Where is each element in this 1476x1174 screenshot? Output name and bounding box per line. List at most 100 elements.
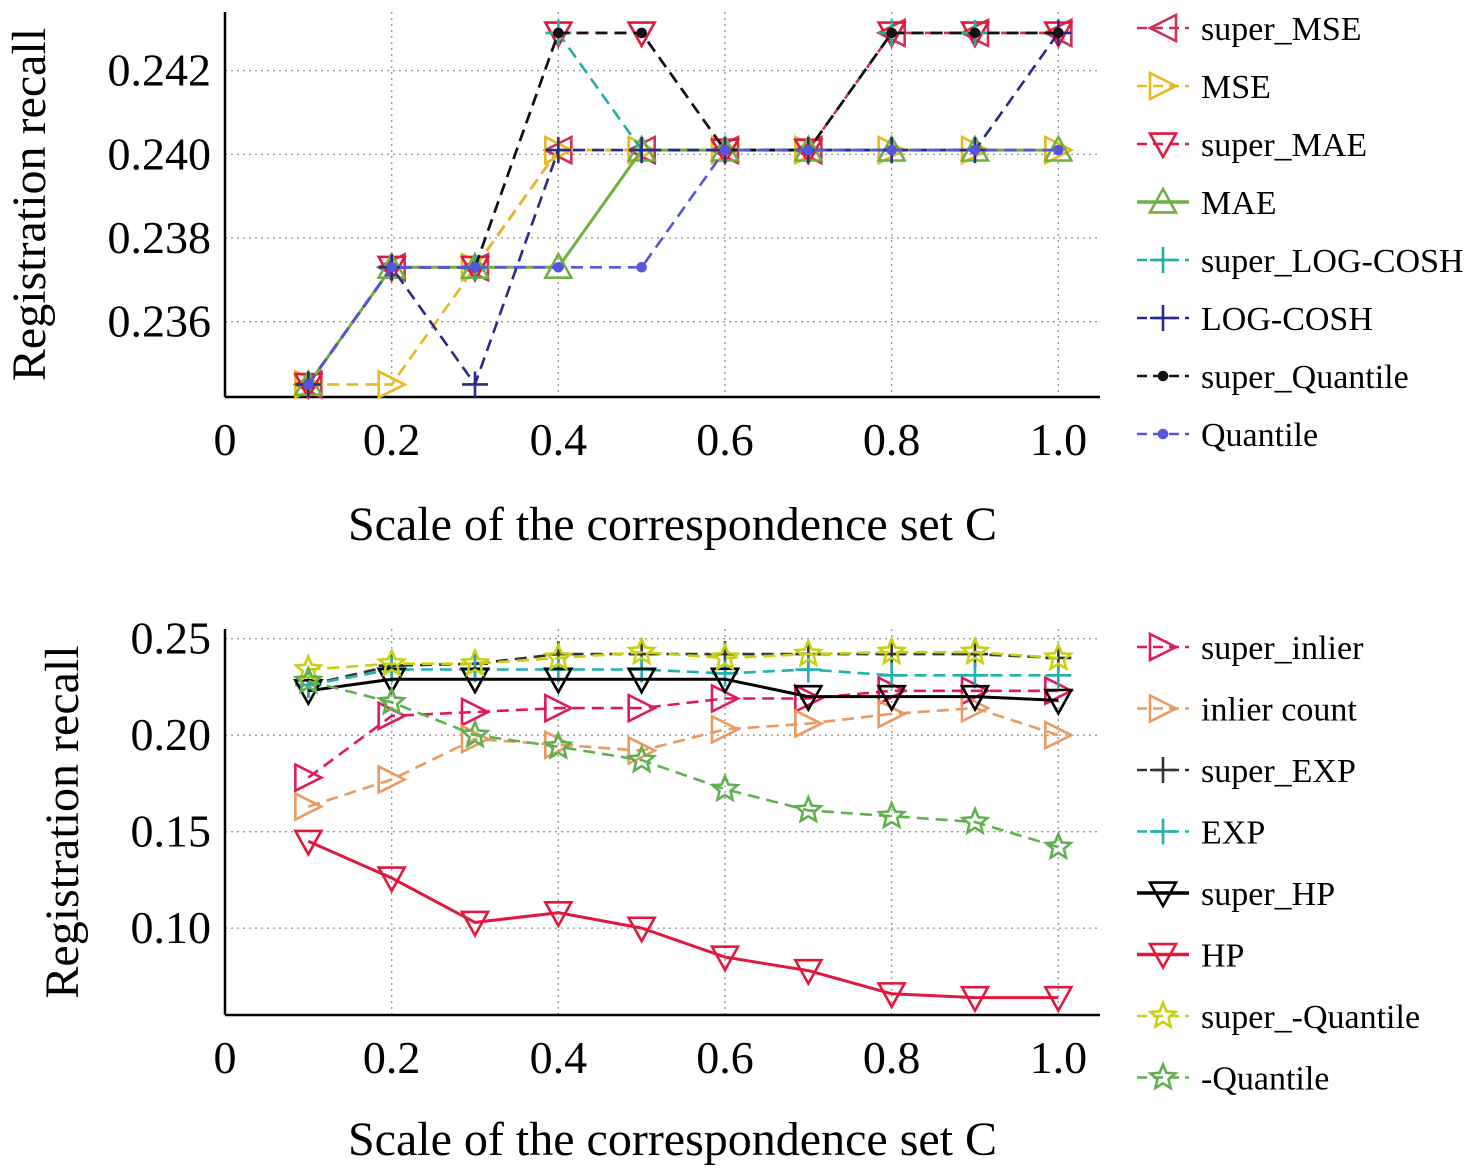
legend-marker xyxy=(1147,1061,1179,1091)
legend-label: super_Quantile xyxy=(1201,359,1409,396)
data-point xyxy=(543,901,574,929)
legend-label: MAE xyxy=(1201,185,1277,222)
legend: super_MSE MSE super_MAE MAE super_LOG-COSH LO… xyxy=(1137,11,1464,454)
legend-label: super_LOG-COSH xyxy=(1201,243,1464,280)
legend-label: super_inlier xyxy=(1201,630,1364,667)
data-point xyxy=(959,985,991,1014)
data-point xyxy=(543,251,574,279)
x-axis-title: Scale of the correspondence set C xyxy=(348,1113,997,1166)
y-tick-label: 0.20 xyxy=(131,709,212,760)
data-point xyxy=(636,261,647,273)
legend-marker xyxy=(1147,881,1179,909)
data-point xyxy=(794,708,825,739)
data-point xyxy=(292,653,324,683)
legend-marker xyxy=(1148,693,1179,724)
chart-top: 0 0.2 0.4 0.6 0.8 1.0 0.236 0.238 0.240 0.242 Scal… xyxy=(3,11,1464,551)
legend-item: inlier count xyxy=(1137,692,1357,729)
data-point xyxy=(292,664,324,695)
series-line xyxy=(307,679,1059,849)
data-point xyxy=(460,723,491,755)
data-point xyxy=(294,762,325,793)
legend-label: super_-Quantile xyxy=(1201,999,1420,1036)
legend-item: Quantile xyxy=(1137,417,1318,454)
y-axis-title: Registration recall xyxy=(36,645,89,998)
x-tick-label: 0.2 xyxy=(363,414,421,465)
data-point xyxy=(876,982,907,1010)
data-point xyxy=(636,27,647,39)
data-point xyxy=(545,137,572,164)
x-tick-label: 0.6 xyxy=(696,1032,754,1083)
data-point xyxy=(793,958,824,987)
x-tick-label: 1.0 xyxy=(1030,1032,1088,1083)
data-point xyxy=(1043,985,1074,1014)
data-point xyxy=(626,635,658,666)
x-tick-label: 0 xyxy=(214,414,237,465)
series-line xyxy=(308,677,1059,702)
legend-marker xyxy=(1148,631,1179,663)
data-point xyxy=(627,693,658,724)
data-point xyxy=(962,662,988,689)
legend-marker xyxy=(1147,12,1178,44)
data-point xyxy=(303,379,314,390)
y-tick-label: 0.10 xyxy=(131,902,212,953)
x-tick-label: 0.8 xyxy=(863,1032,921,1083)
data-point xyxy=(878,662,905,689)
legend-marker xyxy=(1150,818,1176,845)
data-point xyxy=(293,829,324,857)
data-point xyxy=(459,647,491,678)
legend-label: super_MAE xyxy=(1201,127,1367,164)
data-point xyxy=(626,21,657,49)
data-point xyxy=(294,791,325,822)
legend-item: super_HP xyxy=(1137,876,1335,913)
data-point xyxy=(626,667,657,695)
y-tick-label: 0.15 xyxy=(131,806,212,857)
x-tick-label: 0.4 xyxy=(530,1032,588,1083)
x-tick-label: 0.8 xyxy=(863,414,921,465)
legend-item: -Quantile xyxy=(1137,1061,1329,1098)
data-point xyxy=(886,144,897,156)
data-point xyxy=(969,144,981,156)
series-line xyxy=(307,839,1059,1000)
chart-bottom: 0 0.2 0.4 0.6 0.8 1.0 0.10 0.15 0.20 0.25 Scale of… xyxy=(36,613,1420,1166)
series-line xyxy=(307,32,1060,388)
legend-label: super_MSE xyxy=(1201,11,1362,48)
y-axis-title: Registration recall xyxy=(3,28,56,381)
data-point xyxy=(794,683,825,714)
legend-item: super_-Quantile xyxy=(1137,999,1420,1036)
series-line xyxy=(308,652,1059,687)
data-point xyxy=(377,764,408,795)
legend-label: LOG-COSH xyxy=(1201,301,1373,338)
series-line xyxy=(308,668,1059,687)
legend-marker xyxy=(1150,305,1176,331)
data-point xyxy=(1042,830,1074,861)
x-tick-label: 0.2 xyxy=(363,1032,421,1083)
data-point xyxy=(709,641,741,672)
legend-marker xyxy=(1147,132,1179,160)
legend-item: super_EXP xyxy=(1137,753,1356,790)
data-point xyxy=(1053,27,1064,39)
legend-marker xyxy=(1150,247,1176,273)
data-point xyxy=(959,805,991,836)
data-point xyxy=(386,261,397,273)
legend-item: super_MSE xyxy=(1137,11,1362,48)
data-point xyxy=(719,144,731,156)
data-point xyxy=(709,667,741,695)
legend-item: super_LOG-COSH xyxy=(1137,243,1464,280)
legend-marker xyxy=(1157,370,1169,382)
x-tick-label: 0.4 xyxy=(530,414,588,465)
data-point xyxy=(792,637,824,668)
data-point xyxy=(792,794,824,824)
legend-marker xyxy=(1150,757,1176,783)
series-super_-Quantile xyxy=(292,635,1074,683)
y-tick-label: 0.242 xyxy=(108,45,212,96)
y-tick-label: 0.240 xyxy=(108,128,212,179)
series-Quantile xyxy=(303,144,1064,390)
legend-item: MSE xyxy=(1137,69,1271,106)
legend-marker xyxy=(1148,70,1179,102)
data-point xyxy=(710,714,741,745)
data-point xyxy=(626,916,657,944)
data-point xyxy=(969,27,981,39)
data-point xyxy=(543,667,574,695)
